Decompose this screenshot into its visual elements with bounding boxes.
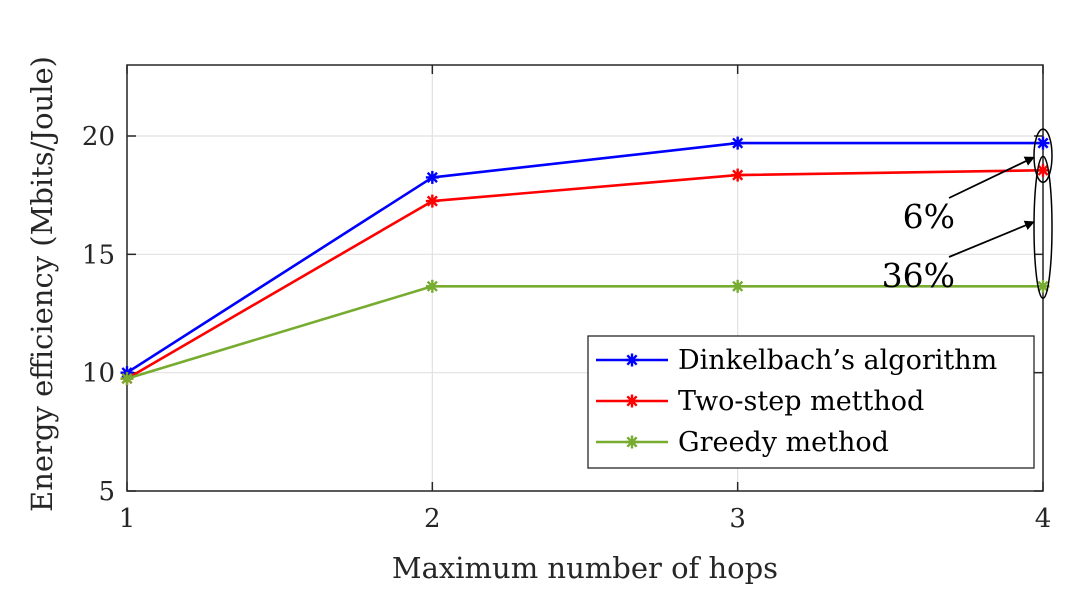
legend-entry: Dinkelbach’s algorithm: [596, 345, 997, 376]
data-point: [731, 136, 745, 150]
x-axis-label: Maximum number of hops: [392, 551, 778, 585]
annotation-arrow: [948, 220, 1035, 258]
y-tick-label: 15: [82, 240, 115, 270]
legend-marker: [625, 394, 639, 408]
annotation-arrow: [948, 156, 1035, 199]
legend-entry: Greedy method: [596, 427, 889, 458]
x-tick-label: 3: [729, 504, 746, 534]
data-point: [731, 279, 745, 293]
x-tick-label: 2: [424, 504, 441, 534]
data-point: [425, 170, 439, 184]
y-tick-label: 20: [82, 122, 115, 152]
legend: Dinkelbach’s algorithm Two-step metthod Gr…: [587, 335, 1035, 469]
annotation-layer: 6% 36%: [882, 128, 1053, 300]
legend-label: Two-step metthod: [678, 386, 924, 417]
x-tick-label: 1: [119, 504, 136, 534]
series-line: [126, 284, 1043, 380]
series-line: [126, 141, 1043, 374]
legend-label: Greedy method: [678, 427, 889, 458]
series-3: [120, 279, 1050, 386]
annotation-2: 36%: [882, 155, 1053, 300]
data-point: [425, 279, 439, 293]
axis-ticks: 1 2 3 4 5 10 15 20: [82, 65, 1051, 534]
data-point: [1036, 163, 1050, 177]
legend-entry: Two-step metthod: [596, 386, 924, 417]
data-point: [731, 168, 745, 182]
annotation-label: 6%: [903, 197, 955, 236]
series-line: [126, 169, 1044, 380]
annotation-ellipse: [1033, 128, 1053, 184]
series-layer: [120, 136, 1050, 386]
x-tick-label: 4: [1035, 504, 1052, 534]
annotation-label: 36%: [882, 256, 955, 295]
data-point: [120, 372, 134, 386]
legend-marker: [625, 353, 639, 367]
plot-area: [126, 64, 1044, 492]
annotation-1: 6%: [903, 128, 1053, 236]
y-tick-label: 5: [98, 477, 115, 507]
legend-label: Dinkelbach’s algorithm: [678, 345, 997, 376]
legend-marker: [625, 435, 639, 449]
y-tick-label: 10: [82, 359, 115, 389]
data-point: [1036, 136, 1050, 150]
y-axis-label: Energy efficiency (Mbits/Joule): [25, 56, 59, 512]
data-point: [425, 194, 439, 208]
